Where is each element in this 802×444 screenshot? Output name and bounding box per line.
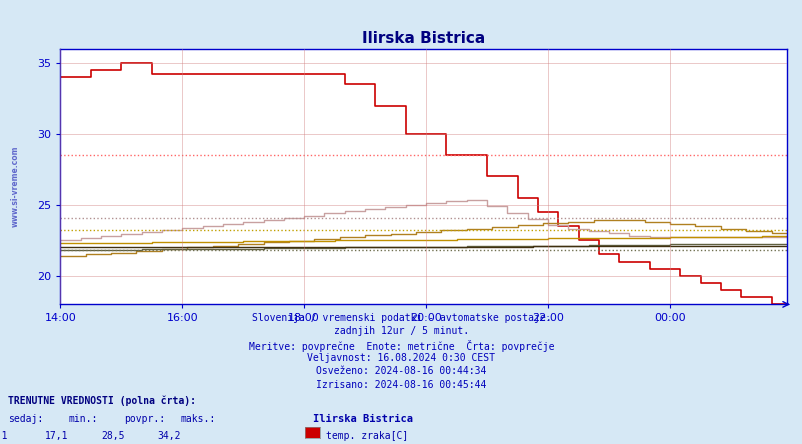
Text: Meritve: povprečne  Enote: metrične  Črta: povprečje: Meritve: povprečne Enote: metrične Črta:…	[249, 340, 553, 352]
Text: maks.:: maks.:	[180, 414, 216, 424]
Text: 17,1: 17,1	[45, 431, 68, 441]
Text: TRENUTNE VREDNOSTI (polna črta):: TRENUTNE VREDNOSTI (polna črta):	[8, 395, 196, 406]
Text: 17,1: 17,1	[0, 431, 8, 441]
Text: Slovenija / vremenski podatki - avtomatske postaje.: Slovenija / vremenski podatki - avtomats…	[251, 313, 551, 323]
Text: zadnjih 12ur / 5 minut.: zadnjih 12ur / 5 minut.	[334, 326, 468, 337]
Text: 28,5: 28,5	[101, 431, 124, 441]
Text: www.si-vreme.com: www.si-vreme.com	[10, 146, 19, 227]
Text: Osveženo: 2024-08-16 00:44:34: Osveženo: 2024-08-16 00:44:34	[316, 366, 486, 377]
Text: sedaj:: sedaj:	[8, 414, 43, 424]
Text: Izrisano: 2024-08-16 00:45:44: Izrisano: 2024-08-16 00:45:44	[316, 380, 486, 390]
Title: Ilirska Bistrica: Ilirska Bistrica	[362, 31, 484, 46]
Text: Veljavnost: 16.08.2024 0:30 CEST: Veljavnost: 16.08.2024 0:30 CEST	[307, 353, 495, 363]
Text: Ilirska Bistrica: Ilirska Bistrica	[313, 414, 413, 424]
Text: 34,2: 34,2	[157, 431, 180, 441]
Text: temp. zraka[C]: temp. zraka[C]	[326, 431, 407, 441]
Text: min.:: min.:	[68, 414, 98, 424]
Text: povpr.:: povpr.:	[124, 414, 165, 424]
